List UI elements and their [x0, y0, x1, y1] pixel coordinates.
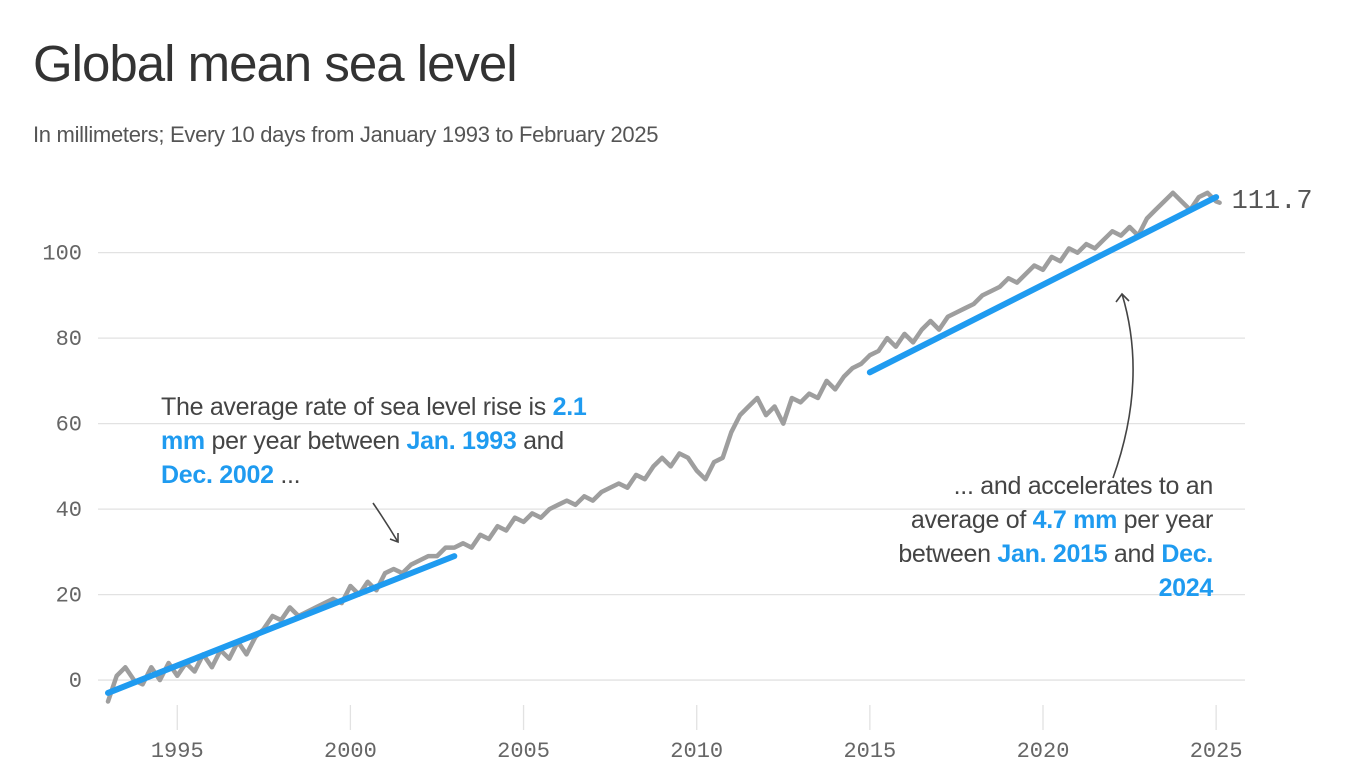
- annotation-highlight: Jan. 2015: [997, 540, 1108, 568]
- annotation-highlight: Dec. 2024: [1158, 540, 1214, 602]
- x-tick-label: 1995: [151, 739, 204, 764]
- x-tick-label: 2005: [497, 739, 550, 764]
- annotation-arrows: [372, 292, 1134, 544]
- annotation-highlight: 4.7 mm: [1032, 506, 1118, 534]
- x-tick-label: 2010: [670, 739, 723, 764]
- left-annotation-arrowhead: [389, 533, 399, 544]
- y-tick-label: 100: [42, 242, 82, 267]
- observed-sea-level-line: [105, 190, 1222, 704]
- grid-lines: [98, 252, 1245, 681]
- annotation-early-rate: The average rate of sea level rise is 2.…: [161, 390, 601, 492]
- x-axis: 1995 2000 2005 2010 2015 2020 2025: [151, 705, 1243, 764]
- chart-title: Global mean sea level: [33, 35, 518, 92]
- annotation-text: ...: [273, 461, 301, 489]
- annotation-text: per year between: [898, 506, 1213, 568]
- series-layer: 111.7: [105, 187, 1313, 704]
- annotation-text: The average rate of sea level rise is: [161, 393, 553, 421]
- y-tick-label: 80: [56, 327, 82, 352]
- annotation-highlight: 2.1 mm: [161, 393, 587, 455]
- annotation-text: per year between: [204, 427, 407, 455]
- chart-subtitle: In millimeters; Every 10 days from Janua…: [33, 122, 659, 147]
- left-annotation-arrow: [372, 502, 399, 543]
- x-tick-label: 2020: [1017, 739, 1070, 764]
- trend-line-2015-2024: [866, 194, 1220, 376]
- annotation-text: and: [1107, 540, 1162, 568]
- x-tick-label: 2015: [843, 739, 896, 764]
- y-tick-label: 40: [56, 498, 82, 523]
- end-value-label: 111.7: [1232, 187, 1313, 217]
- right-annotation-arrow: [1112, 293, 1134, 479]
- annotation-text: ... and accelerates to an average of: [910, 472, 1213, 534]
- annotation-text: and: [516, 427, 564, 455]
- y-tick-label: 20: [56, 584, 82, 609]
- annotation-highlight: Jan. 1993: [406, 427, 517, 455]
- annotation-recent-rate: ... and accelerates to an average of 4.7…: [860, 469, 1213, 605]
- y-tick-label: 0: [69, 669, 82, 694]
- trend-line-1993-2002: [105, 553, 458, 696]
- y-tick-label: 60: [56, 413, 82, 438]
- annotation-highlight: Dec. 2002: [161, 461, 274, 489]
- right-annotation-arrowhead: [1115, 292, 1130, 303]
- y-axis: 0 20 40 60 80 100: [42, 242, 82, 694]
- x-tick-label: 2025: [1190, 739, 1243, 764]
- x-tick-label: 2000: [324, 739, 377, 764]
